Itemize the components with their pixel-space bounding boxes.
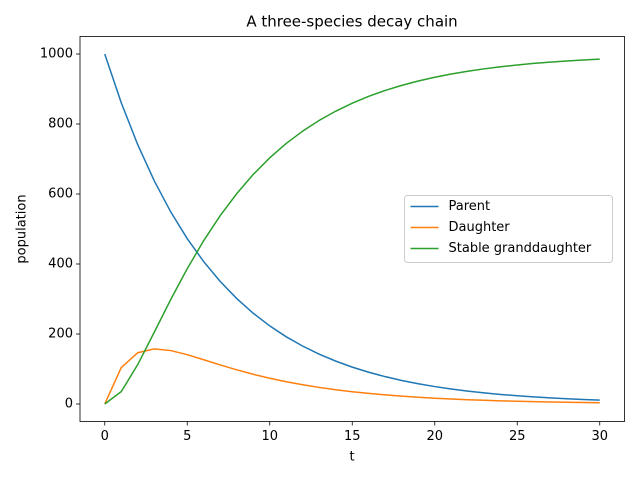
line-series — [104, 58, 600, 405]
x-tick-label: 5 — [183, 429, 191, 444]
x-tick-label: 0 — [101, 429, 109, 444]
legend-label: Parent — [449, 199, 491, 214]
legend-label: Stable granddaughter — [449, 241, 592, 256]
x-axis-label: t — [349, 450, 354, 465]
y-tick-label: 200 — [48, 327, 73, 342]
chart-title: A three-species decay chain — [246, 13, 457, 31]
y-tick-label: 800 — [48, 117, 73, 132]
x-tick-label: 15 — [344, 429, 361, 444]
legend-box — [404, 195, 613, 263]
x-tick-label: 25 — [509, 429, 526, 444]
y-tick-label: 0 — [65, 397, 73, 412]
line-series — [104, 348, 600, 405]
x-tick-label: 20 — [426, 429, 443, 444]
y-tick-label: 400 — [48, 257, 73, 272]
legend-label: Daughter — [449, 220, 511, 235]
y-axis-label: population — [15, 194, 30, 263]
x-tick-label: 10 — [261, 429, 278, 444]
x-tick-label: 30 — [591, 429, 608, 444]
y-tick-label: 600 — [48, 187, 73, 202]
y-tick-label: 1000 — [40, 47, 73, 62]
line-series — [104, 53, 600, 401]
